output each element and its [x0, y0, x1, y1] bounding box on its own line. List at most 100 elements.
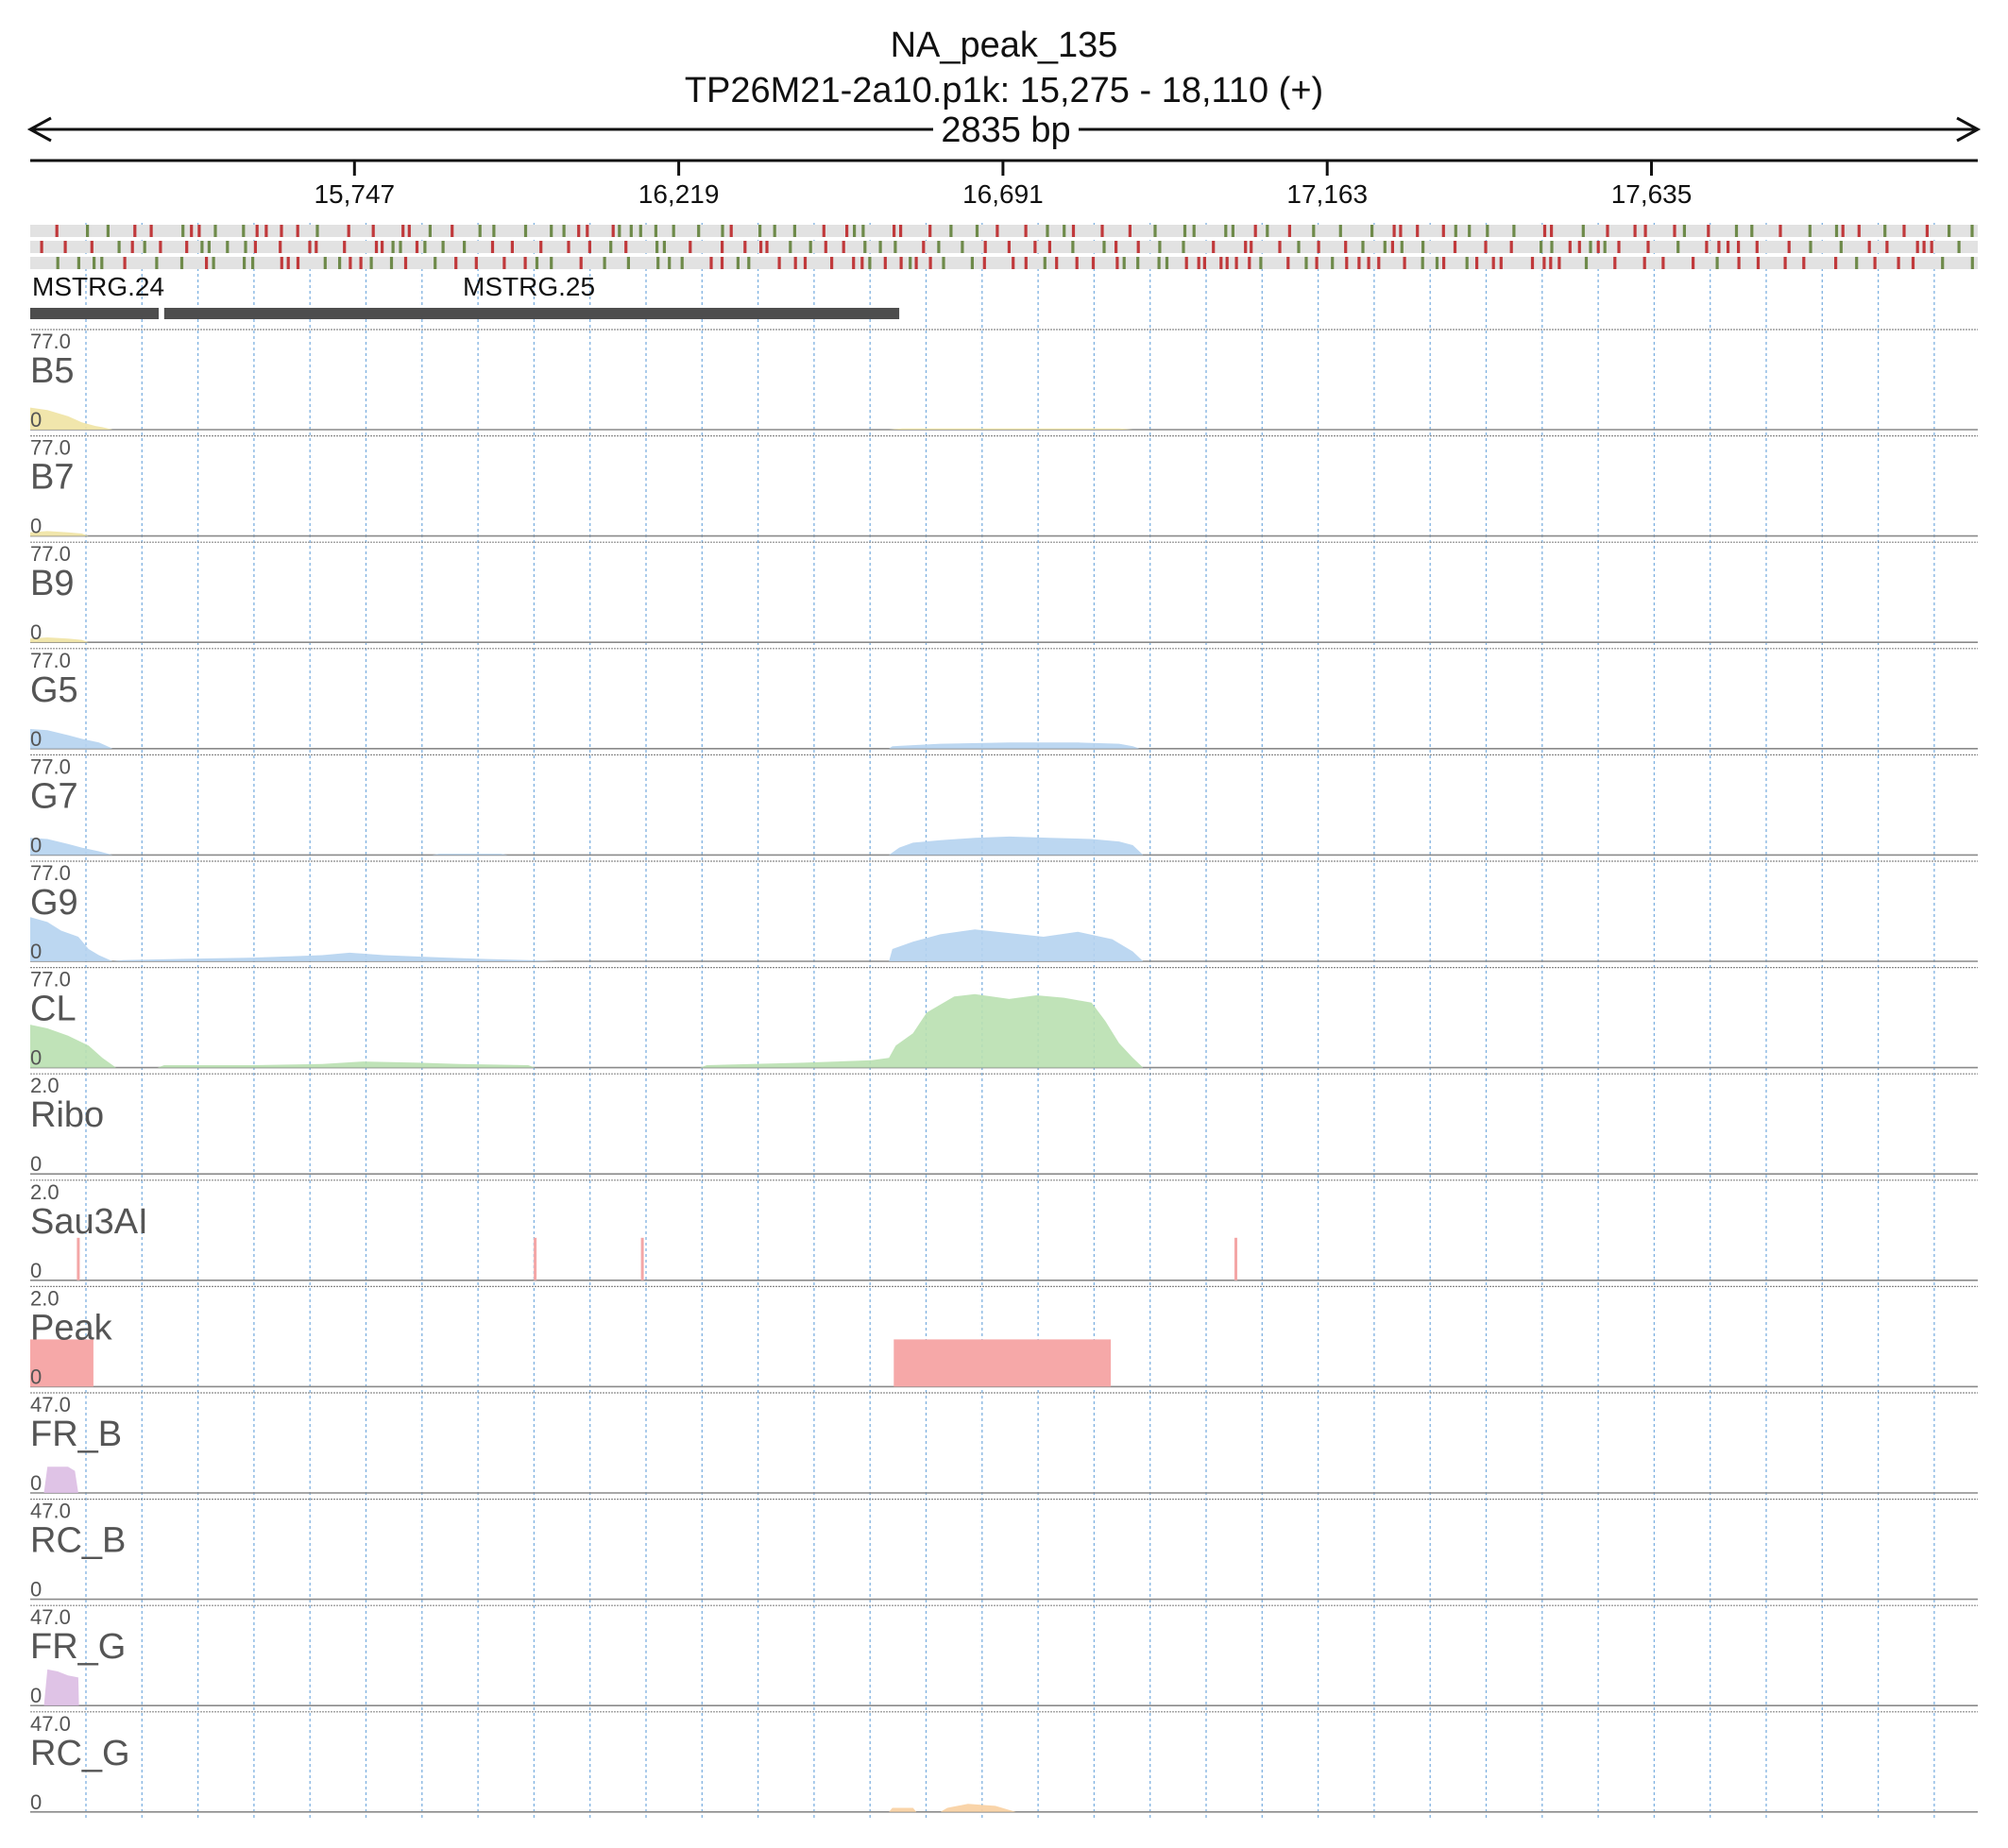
sequence-codon-mark — [1075, 257, 1079, 269]
track-signal-area — [889, 1804, 1016, 1812]
sequence-codon-mark — [626, 257, 630, 269]
track-min-label: 0 — [30, 1471, 42, 1495]
sequence-codon-mark — [1046, 225, 1049, 237]
sequence-codon-mark — [200, 241, 204, 253]
sequence-codon-mark — [1183, 225, 1187, 237]
sequence-codon-mark — [961, 241, 964, 253]
sequence-codon-mark — [1317, 241, 1320, 253]
sequence-codon-mark — [349, 257, 352, 269]
sequence-codon-mark — [1970, 257, 1974, 269]
sequence-codon-mark — [1613, 257, 1617, 269]
track-site-mark — [534, 1237, 537, 1280]
sequence-codon-mark — [618, 225, 621, 237]
sequence-codon-mark — [1834, 257, 1838, 269]
sequence-codon-mark — [77, 257, 80, 269]
sequence-codon-mark — [63, 241, 67, 253]
sequence-codon-mark — [1345, 257, 1349, 269]
sequence-codon-mark — [1915, 241, 1919, 253]
sequence-codon-mark — [942, 257, 945, 269]
sequence-codon-mark — [1253, 225, 1257, 237]
gene-track: MSTRG.24 MSTRG.25 — [30, 272, 900, 319]
sequence-codon-mark — [197, 225, 201, 237]
sequence-codon-mark — [55, 225, 59, 237]
track-max-label: 77.0 — [30, 542, 71, 566]
sequence-codon-mark — [1750, 225, 1754, 237]
sequence-codon-mark — [792, 225, 796, 237]
sequence-codon-mark — [1136, 241, 1140, 253]
sequence-codon-mark — [1661, 257, 1665, 269]
sequence-codon-mark — [1509, 241, 1513, 253]
span-arrow-right-head — [1956, 116, 1982, 143]
sequence-codon-mark — [1286, 257, 1290, 269]
sequence-codon-mark — [423, 241, 427, 253]
sequence-codon-mark — [845, 225, 849, 237]
track-min-label: 0 — [30, 727, 42, 751]
sequence-codon-mark — [830, 257, 834, 269]
track-name: FR_B — [30, 1415, 122, 1454]
sequence-codon-mark — [842, 241, 845, 253]
sequence-codon-mark — [1633, 225, 1637, 237]
track-max-label: 2.0 — [30, 1074, 60, 1097]
sequence-codon-mark — [789, 241, 792, 253]
sequence-codon-mark — [133, 225, 137, 237]
track-signal-area — [30, 637, 89, 643]
sequence-codon-mark — [280, 257, 283, 269]
sequence-codon-mark — [399, 241, 402, 253]
sequence-codon-mark — [758, 225, 762, 237]
track-min-label: 0 — [30, 1152, 42, 1176]
sequence-codon-mark — [1834, 225, 1839, 237]
sequence-codon-mark — [567, 241, 570, 253]
sequence-codon-mark — [861, 225, 865, 237]
sequence-codon-mark — [949, 225, 953, 237]
sequence-codon-mark — [1468, 225, 1472, 237]
sequence-codon-mark — [117, 241, 121, 253]
track-peak-block — [893, 1339, 1112, 1387]
sequence-codon-mark — [1115, 241, 1118, 253]
sequence-codon-mark — [1617, 241, 1621, 253]
sequence-codon-mark — [1499, 257, 1503, 269]
sequence-codon-mark — [1465, 257, 1469, 269]
sequence-codon-mark — [434, 257, 437, 269]
track-max-label: 47.0 — [30, 1605, 71, 1629]
track-name: Ribo — [30, 1095, 104, 1135]
sequence-codon-mark — [296, 225, 299, 237]
sequence-codon-mark — [244, 241, 247, 253]
sequence-codon-mark — [1705, 241, 1709, 253]
sequence-codon-mark — [1550, 225, 1554, 237]
sequence-codon-mark — [1024, 257, 1028, 269]
sequence-codon-mark — [808, 241, 812, 253]
sequence-codon-mark — [510, 241, 514, 253]
sequence-codon-mark — [1970, 225, 1974, 237]
gene-bar — [30, 308, 160, 319]
sequence-codon-mark — [672, 225, 675, 237]
sequence-codon-mark — [243, 257, 247, 269]
sequence-codon-mark — [1737, 241, 1741, 253]
sequence-codon-mark — [1778, 225, 1782, 237]
track-min-label: 0 — [30, 833, 42, 856]
sequence-codon-mark — [1357, 257, 1361, 269]
sequence-codon-mark — [90, 241, 94, 253]
sequence-codon-mark — [995, 225, 999, 237]
sequence-codon-mark — [492, 225, 496, 237]
sequence-codon-mark — [863, 241, 867, 253]
track-min-label: 0 — [30, 1046, 42, 1070]
sequence-codon-mark — [56, 257, 60, 269]
sequence-codon-mark — [242, 225, 246, 237]
sequence-codon-mark — [1244, 241, 1248, 253]
sequence-codon-mark — [143, 241, 146, 253]
sequence-codon-mark — [603, 257, 606, 269]
track-site-mark — [640, 1237, 644, 1280]
sequence-codon-mark — [159, 241, 162, 253]
track-site-mark — [1234, 1237, 1237, 1280]
sequence-codon-mark — [803, 257, 808, 269]
sequence-codon-mark — [629, 225, 633, 237]
sequence-codon-mark — [1278, 241, 1282, 253]
sequence-codon-mark — [1399, 225, 1403, 237]
sequence-codon-mark — [1361, 241, 1365, 253]
track-max-label: 77.0 — [30, 968, 71, 992]
sequence-codon-mark — [106, 225, 110, 237]
sequence-codon-mark — [1122, 257, 1126, 269]
sequence-codon-mark — [577, 225, 581, 237]
sequence-codon-mark — [1707, 225, 1710, 237]
sequence-codon-mark — [654, 225, 657, 237]
